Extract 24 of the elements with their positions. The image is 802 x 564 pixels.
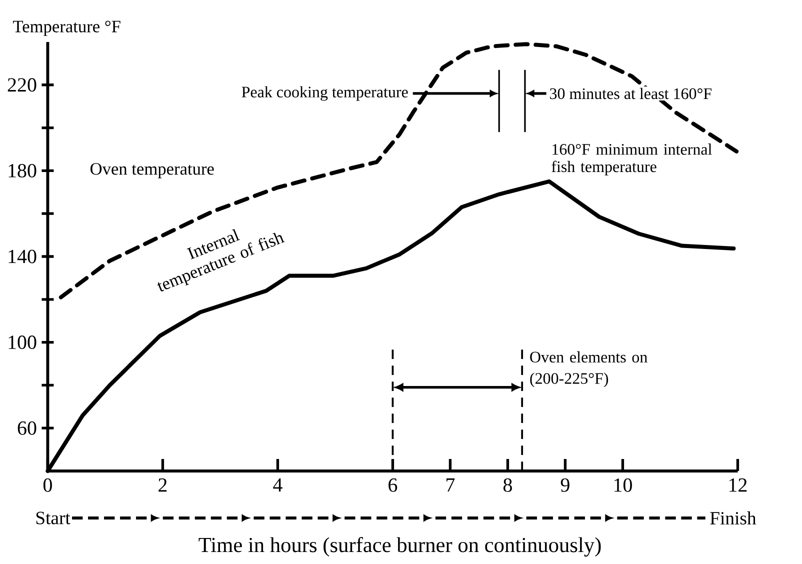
y-tick-label: 60 bbox=[18, 421, 36, 435]
y-tick-label: 180 bbox=[8, 164, 36, 178]
x-tick-label: 8 bbox=[503, 478, 512, 492]
x-tick-label: 7 bbox=[446, 478, 455, 492]
x-tick-label: 6 bbox=[388, 478, 398, 492]
text: Start bbox=[36, 512, 70, 524]
ref-line-label: 30 minutes at least 160°F bbox=[550, 88, 712, 100]
x-tick-label: 2 bbox=[158, 478, 167, 492]
x-tick-label: 10 bbox=[614, 478, 632, 492]
x-tick-label: 4 bbox=[273, 478, 282, 492]
series-label: Oven temperature bbox=[90, 163, 214, 178]
text: Finish bbox=[710, 511, 756, 525]
y-tick-label: 140 bbox=[8, 250, 36, 264]
ref-line-label: Peak cooking temperature bbox=[242, 86, 408, 101]
x-tick-label: 0 bbox=[43, 478, 52, 492]
y-tick-label: 220 bbox=[8, 78, 36, 92]
y-tick-label: 100 bbox=[8, 336, 36, 350]
x-tick-label: 12 bbox=[729, 478, 747, 492]
x-tick-label: 9 bbox=[560, 478, 570, 492]
x-axis-title: Time in hours (surface burner on continuously) bbox=[198, 536, 601, 557]
y-axis-title: Temperature °F bbox=[13, 20, 120, 36]
line-series bbox=[58, 42, 739, 300]
annotation: 160°F minimum internal fish temperature bbox=[552, 144, 712, 176]
ref-line-label: Oven elements on (200-225°F) bbox=[530, 351, 648, 388]
